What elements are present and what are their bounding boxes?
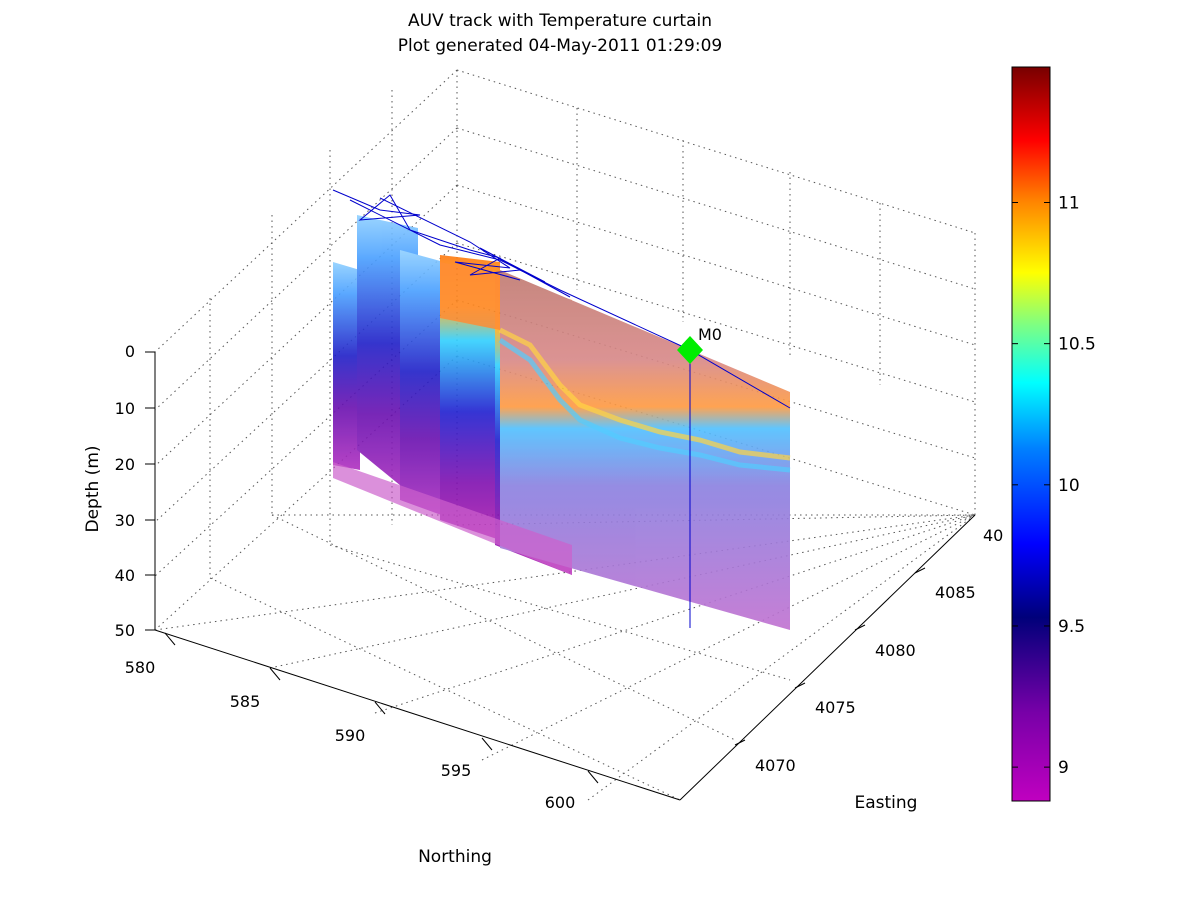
x-tick-label: 595 (441, 761, 472, 780)
x-tick-label: 590 (335, 726, 366, 745)
colorbar: 9 9.5 10 10.5 11 (1011, 66, 1096, 802)
x-tick-label: 600 (545, 793, 576, 812)
colorbar-ticks: 9 9.5 10 10.5 11 (1012, 194, 1096, 778)
z-axis-label: Depth (m) (83, 445, 103, 532)
y-tick-label: 4075 (815, 698, 856, 717)
colorbar-tick-label: 9 (1058, 758, 1069, 778)
z-tick-label: 50 (115, 621, 135, 640)
z-tick-label: 40 (115, 566, 135, 585)
chart-title: AUV track with Temperature curtain (408, 11, 712, 31)
colorbar-fill (1011, 66, 1051, 802)
z-tick-label: 10 (115, 399, 135, 418)
colorbar-tick-label: 10 (1058, 476, 1080, 496)
thermocline-line (498, 327, 791, 461)
z-tick-label: 0 (125, 342, 135, 361)
colorbar-tick-label: 11 (1058, 194, 1080, 214)
y-axis-label: Easting (855, 793, 918, 813)
curtain-panel-1 (333, 262, 360, 470)
mooring-label: M0 (698, 325, 722, 344)
z-tick-label: 20 (115, 455, 135, 474)
x-axis-label: Northing (418, 847, 492, 867)
x-tick-label: 580 (125, 658, 156, 677)
y-tick-label: 4085 (935, 583, 976, 602)
y-tick-label: 4070 (755, 756, 796, 775)
y-tick-label: 40 (983, 526, 1003, 545)
curtain-panel-7 (333, 462, 572, 575)
auv-track (332, 189, 791, 409)
colorbar-tick-label: 9.5 (1058, 617, 1085, 637)
temperature-curtain (333, 215, 791, 630)
axes (154, 352, 976, 801)
y-tick-label: 4080 (875, 641, 916, 660)
mooring-diamond (677, 336, 703, 364)
colorbar-tick-label: 10.5 (1058, 335, 1096, 355)
mooring-marker: M0 (677, 325, 722, 628)
z-tick-label: 30 (115, 511, 135, 530)
y-axis-ticks: 4070 4075 4080 4085 40 (734, 526, 1003, 775)
chart-subtitle: Plot generated 04-May-2011 01:29:09 (398, 36, 722, 56)
x-tick-label: 585 (230, 692, 261, 711)
z-axis-ticks: 0 10 20 30 40 50 (115, 342, 155, 640)
thermocline-cold-line (498, 337, 791, 473)
curtain-panel-6 (500, 270, 790, 630)
x-axis-ticks: 580 585 590 595 600 (125, 632, 599, 812)
curtain-warm-block (440, 262, 500, 330)
